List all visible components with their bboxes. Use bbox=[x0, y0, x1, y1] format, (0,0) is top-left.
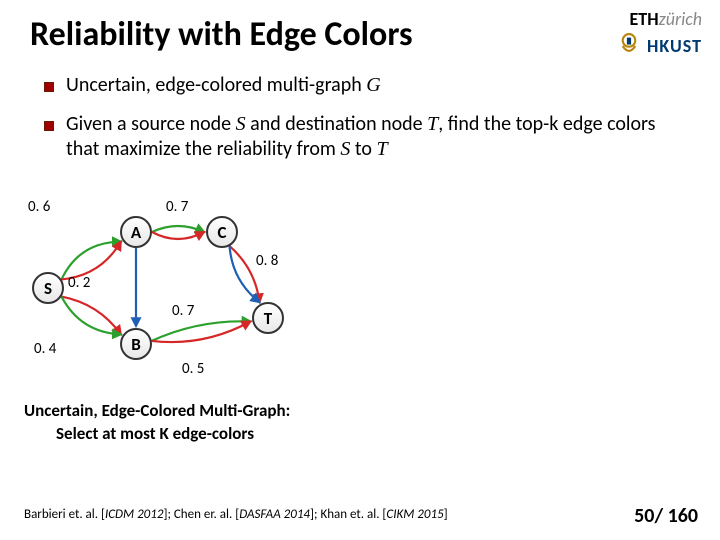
bullet-text-frag: and destination node bbox=[246, 112, 428, 136]
ref-frag: Khan et. al. [ bbox=[320, 507, 386, 522]
page-total: 160 bbox=[668, 504, 698, 528]
math-var: T bbox=[427, 113, 438, 135]
logo-block: ETHzürich HKUST bbox=[615, 8, 702, 60]
edge-label: 0. 2 bbox=[68, 274, 90, 292]
graph-edge bbox=[152, 232, 204, 239]
graph-diagram: S A B C T 0. 6 0. 2 0. 4 0. 7 0. 8 0. 7 0. 5 bbox=[24, 200, 314, 380]
math-var: G bbox=[366, 74, 380, 96]
math-var: S bbox=[340, 138, 350, 160]
edge-label: 0. 8 bbox=[256, 252, 278, 270]
bullet-text: Uncertain, edge-colored multi-graph G bbox=[66, 73, 381, 98]
graph-edge bbox=[61, 297, 120, 335]
hkust-glyph-icon bbox=[615, 32, 643, 60]
page-number: 50/ 160 bbox=[634, 504, 698, 528]
graph-node-B: B bbox=[120, 328, 152, 360]
graph-edge bbox=[61, 297, 120, 335]
ref-cite: ICDM 2012 bbox=[105, 507, 163, 522]
ref-cite: CIKM 2015 bbox=[386, 507, 443, 522]
ref-frag: Barbieri et. al. [ bbox=[24, 507, 105, 522]
edge-label: 0. 7 bbox=[172, 302, 194, 320]
bullet-icon bbox=[44, 121, 54, 131]
bullet-text-frag: Uncertain, edge-colored multi-graph bbox=[66, 73, 366, 97]
bullet-text-frag: Given a source node bbox=[66, 112, 236, 136]
ref-frag: ]; bbox=[163, 507, 173, 522]
emph-line2: Select at most K edge-colors bbox=[56, 423, 290, 446]
eth-suffix: zürich bbox=[659, 8, 702, 30]
ref-frag: Chen er. al. [ bbox=[174, 507, 239, 522]
ref-cite: DASFAA 2014 bbox=[239, 507, 310, 522]
ref-frag: ]; bbox=[310, 507, 320, 522]
bullet-item: Uncertain, edge-colored multi-graph G bbox=[44, 73, 690, 98]
emph-line1: Uncertain, Edge-Colored Multi-Graph: bbox=[24, 400, 290, 423]
page-current: 50 bbox=[634, 504, 654, 528]
page-sep: / bbox=[654, 504, 667, 528]
bullet-icon bbox=[44, 82, 54, 92]
eth-logo: ETHzürich bbox=[615, 8, 702, 30]
edge-label: 0. 7 bbox=[166, 198, 188, 216]
bullet-text: Given a source node S and destination no… bbox=[66, 112, 690, 162]
references: Barbieri et. al. [ICDM 2012]; Chen er. a… bbox=[24, 506, 448, 524]
emphasis-block: Uncertain, Edge-Colored Multi-Graph: Sel… bbox=[24, 400, 290, 446]
math-var: S bbox=[236, 113, 246, 135]
slide-title: Reliability with Edge Colors bbox=[30, 14, 690, 55]
bullet-list: Uncertain, edge-colored multi-graph G Gi… bbox=[44, 73, 690, 162]
math-var: T bbox=[376, 138, 387, 160]
edge-label: 0. 5 bbox=[182, 360, 204, 378]
edge-label: 0. 4 bbox=[34, 340, 56, 358]
eth-prefix: ETH bbox=[630, 8, 659, 30]
graph-edge bbox=[152, 226, 204, 232]
ref-frag: ] bbox=[444, 507, 448, 522]
graph-edge bbox=[152, 321, 251, 341]
bullet-text-frag: to bbox=[350, 137, 376, 161]
graph-node-C: C bbox=[206, 216, 238, 248]
graph-node-T: T bbox=[252, 302, 284, 334]
hkust-text: HKUST bbox=[647, 35, 702, 57]
graph-node-A: A bbox=[120, 216, 152, 248]
graph-node-S: S bbox=[32, 272, 64, 304]
edge-label: 0. 6 bbox=[28, 198, 50, 216]
bullet-item: Given a source node S and destination no… bbox=[44, 112, 690, 162]
hkust-logo: HKUST bbox=[615, 32, 702, 60]
